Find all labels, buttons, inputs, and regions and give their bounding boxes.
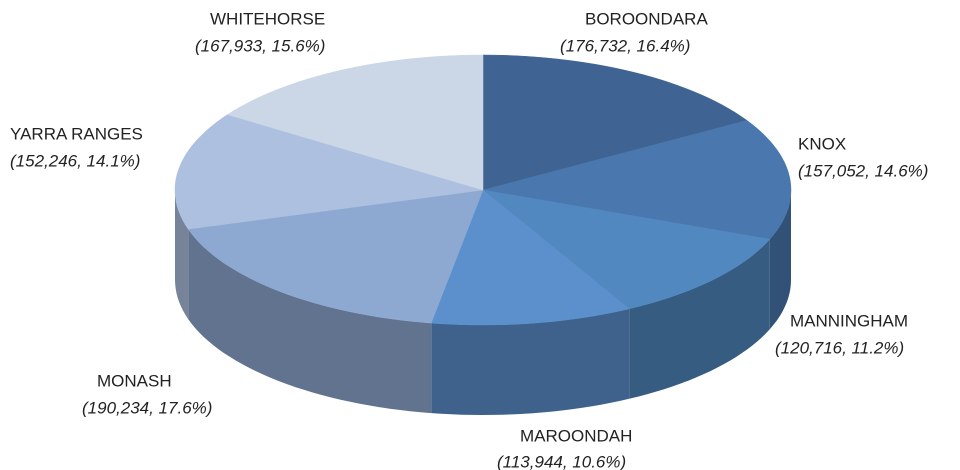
slice-side	[175, 190, 189, 320]
slice-label: YARRA RANGES	[10, 124, 143, 143]
slice	[174, 114, 484, 230]
slice	[482, 120, 792, 240]
slice-label: MAROONDAH	[520, 426, 632, 445]
value-label: (120,716, 11.2%)	[775, 338, 904, 357]
value-label: (167,933, 15.6%)	[195, 36, 325, 55]
value-label: (152,246, 14.1%)	[10, 151, 140, 170]
value-label: (157,052, 14.6%)	[798, 161, 928, 180]
slice-side	[431, 308, 630, 415]
slice-label: WHITEHORSE	[210, 9, 325, 28]
slice-label: MANNINGHAM	[790, 311, 908, 330]
slice	[430, 189, 630, 326]
value-label: (190,234, 17.6%)	[82, 398, 212, 417]
slice-side	[769, 190, 791, 330]
slice	[482, 189, 771, 310]
slice	[187, 189, 484, 324]
slice-side	[629, 239, 770, 399]
slice-label: MONASH	[97, 371, 172, 390]
slice	[482, 54, 748, 191]
slice-label: BOROONDARA	[585, 9, 708, 28]
slice	[226, 54, 484, 191]
value-label: (176,732, 16.4%)	[560, 36, 690, 55]
slice-side	[188, 229, 432, 414]
value-label: (113,944, 10.6%)	[497, 452, 626, 470]
slice-label: KNOX	[798, 134, 846, 153]
